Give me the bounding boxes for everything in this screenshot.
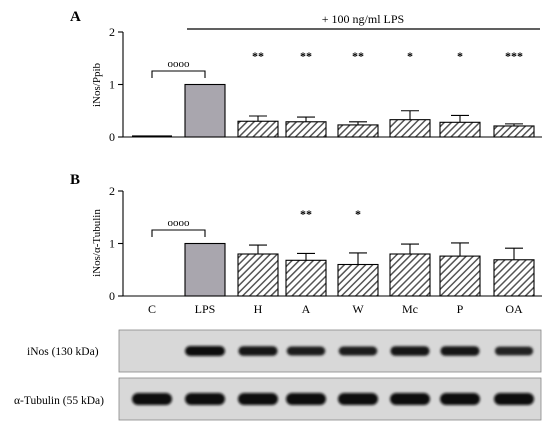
y-tick-label: 0 <box>109 289 115 303</box>
panel-b-bars: ** *oooo <box>151 207 535 297</box>
blot-label-inos: iNos (130 kDa) <box>27 346 99 358</box>
bracket-label: oooo <box>168 217 191 229</box>
bar-LPS <box>184 242 226 297</box>
band-tubulin-W <box>338 393 378 405</box>
significance-P: * <box>457 49 463 63</box>
y-tick-label: 2 <box>109 184 115 198</box>
significance-A: ** <box>300 207 312 221</box>
bar-A <box>285 121 327 138</box>
panel-b-ylabel: iNos/α-Tubulin <box>91 209 103 277</box>
band-tubulin-P <box>440 393 480 405</box>
panel-b-letter: B <box>70 172 80 188</box>
panel-a-ylabel: iNos/Ppib <box>91 62 103 107</box>
bar-W <box>337 124 379 138</box>
band-inos-OA <box>494 346 534 356</box>
band-inos-H <box>238 346 278 356</box>
blot-label-tubulin: α-Tubulin (55 kDa) <box>14 395 104 407</box>
band-tubulin-OA <box>494 393 534 405</box>
significance-Mc: * <box>407 49 413 63</box>
western-blots: iNos (130 kDa) α-Tubulin (55 kDa) <box>14 329 542 421</box>
band-inos-LPS <box>185 346 225 356</box>
band-inos-A <box>286 346 326 356</box>
band-inos-Mc <box>390 346 430 356</box>
blot-bands <box>132 346 534 405</box>
band-tubulin-H <box>238 393 278 405</box>
panel-a: A + 100 ng/ml LPS iNos/Ppib 012 ** ** ** * *… <box>70 9 542 144</box>
y-tick-label: 2 <box>109 25 115 39</box>
treatment-label: + 100 ng/ml LPS <box>322 12 404 26</box>
bar-H <box>237 253 279 297</box>
panel-a-letter: A <box>70 9 81 25</box>
category-label-LPS: LPS <box>195 302 216 316</box>
category-labels: C LPS H A W Mc P OA <box>148 302 523 316</box>
band-tubulin-Mc <box>390 393 430 405</box>
category-label-OA: OA <box>505 302 523 316</box>
bar-LPS <box>184 83 226 138</box>
y-tick-label: 1 <box>109 78 115 92</box>
significance-H: ** <box>252 49 264 63</box>
band-tubulin-C <box>132 393 172 405</box>
comparison-bracket <box>151 229 206 237</box>
category-label-W: W <box>352 302 364 316</box>
bar-OA <box>493 259 535 297</box>
band-tubulin-LPS <box>185 393 225 405</box>
band-inos-P <box>440 346 480 356</box>
bar-W <box>337 263 379 297</box>
band-tubulin-A <box>286 393 326 405</box>
category-label-H: H <box>254 302 263 316</box>
bracket-label: oooo <box>168 58 191 70</box>
bar-OA <box>493 125 535 138</box>
comparison-bracket <box>151 70 206 78</box>
y-tick-label: 0 <box>109 130 115 144</box>
significance-W: * <box>355 207 361 221</box>
band-inos-W <box>338 346 378 356</box>
significance-OA: *** <box>505 49 523 63</box>
bar-A <box>285 259 327 297</box>
panel-a-bars: ** ** ** * * ***oooo <box>132 49 535 138</box>
category-label-Mc: Mc <box>402 302 418 316</box>
bar-P <box>439 255 481 297</box>
bar-Mc <box>389 253 431 297</box>
significance-W: ** <box>352 49 364 63</box>
bar-P <box>439 121 481 138</box>
y-tick-label: 1 <box>109 237 115 251</box>
bar-H <box>237 120 279 138</box>
bar-C <box>132 135 172 137</box>
category-label-P: P <box>457 302 464 316</box>
bar-Mc <box>389 119 431 138</box>
significance-A: ** <box>300 49 312 63</box>
panel-b: B iNos/α-Tubulin 012 ** *oooo <box>70 172 542 303</box>
category-label-A: A <box>302 302 311 316</box>
category-label-C: C <box>148 302 156 316</box>
